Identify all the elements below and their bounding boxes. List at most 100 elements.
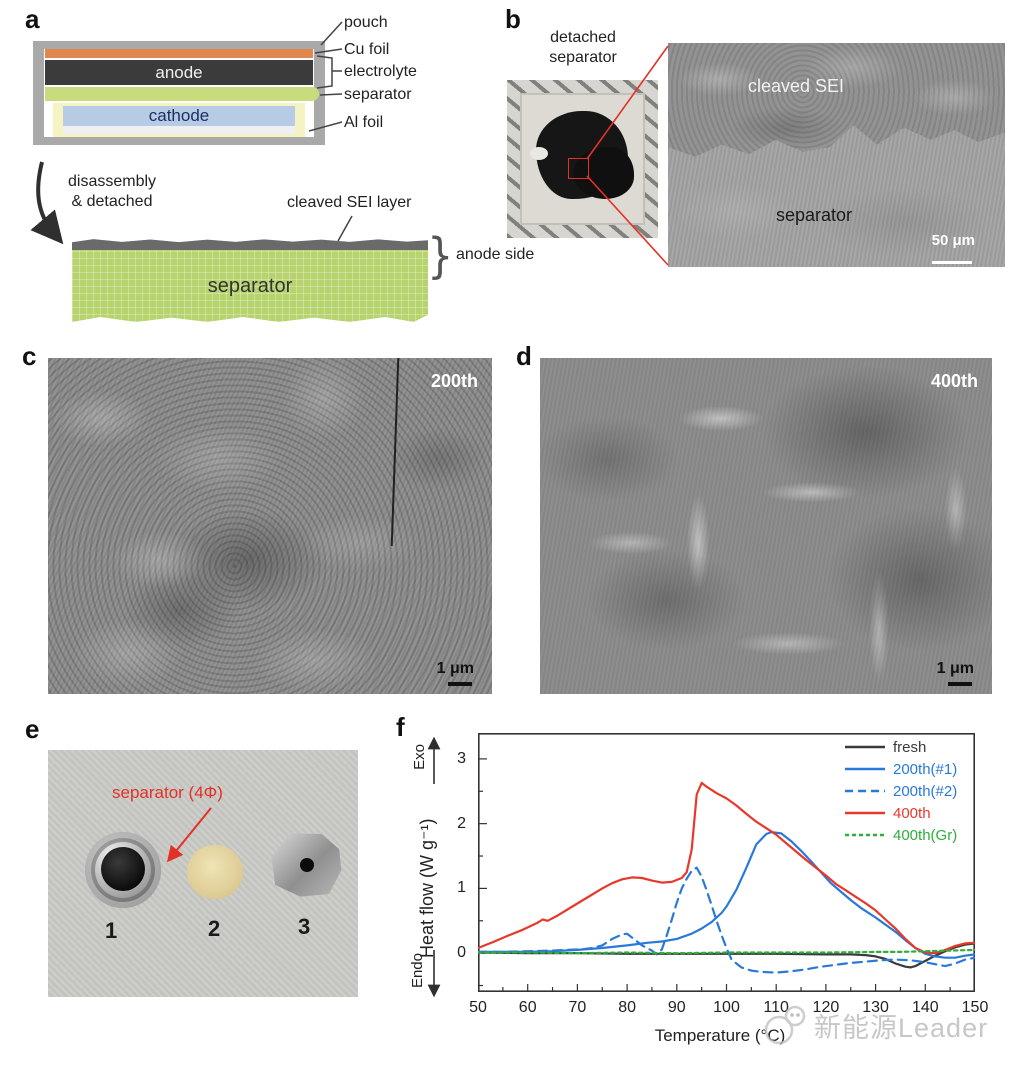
al-foil-bottom — [63, 126, 295, 134]
legend-label: 400th — [893, 804, 931, 822]
scalebar-1um-text-c: 1 μm — [436, 660, 474, 677]
label-separator: separator — [344, 86, 412, 103]
scalebar-1um-text-d: 1 μm — [936, 660, 974, 677]
lid-hole — [300, 858, 314, 872]
crucible-with-separator — [85, 832, 161, 908]
legend-line-sample — [845, 833, 885, 837]
legend-line-sample — [845, 767, 885, 771]
item-number-1: 1 — [105, 918, 118, 943]
panel-f-label: f — [396, 712, 405, 742]
chart-legend: fresh 200th(#1) 200th(#2) 400th 400th(Gr) — [843, 736, 957, 846]
y-tick-3: 3 — [457, 749, 466, 767]
legend-item-400th: 400th — [843, 802, 957, 824]
separator-block-text: separator — [207, 274, 293, 297]
separator-layer — [45, 87, 319, 101]
watermark: 新能源Leader — [762, 1002, 988, 1048]
series-400th — [478, 781, 975, 955]
cu-foil-layer — [45, 49, 313, 58]
anode-layer: anode — [45, 60, 313, 85]
legend-item-200th(#1): 200th(#1) — [843, 758, 957, 780]
cleaved-sei-text: cleaved SEI — [748, 76, 845, 96]
panel-e-label: e — [25, 714, 40, 744]
anode-side-label: anode side — [456, 246, 535, 263]
brace-glyph: } — [427, 228, 454, 284]
scalebar-50um-text: 50 μm — [931, 232, 975, 249]
x-tick-60: 60 — [518, 999, 537, 1016]
pouch-inner: anode cathode — [44, 49, 319, 137]
sem-b-cleaved-region — [668, 43, 1005, 157]
legend-label: 200th(#1) — [893, 760, 958, 778]
x-tick-110: 110 — [763, 999, 789, 1016]
legend-label: fresh — [893, 738, 927, 756]
panel-b-label: b — [505, 4, 521, 34]
cycle-tag-200th: 200th — [430, 371, 478, 391]
series-400th(Gr) — [478, 948, 975, 955]
separator-4phi-annotation: separator (4Φ) — [112, 783, 223, 802]
series-fresh — [478, 942, 975, 969]
separator-disc-yellow — [187, 845, 243, 899]
label-pouch: pouch — [344, 14, 388, 31]
caption-line2: separator — [549, 49, 617, 66]
x-tick-70: 70 — [568, 999, 587, 1016]
legend-line-sample — [845, 745, 885, 749]
x-tick-150: 150 — [961, 999, 989, 1016]
sem-image-d: 400th 1 μm — [540, 358, 992, 694]
cycle-tag-400th: 400th — [930, 371, 978, 391]
item-number-3: 3 — [298, 914, 311, 939]
al-foil-layer: cathode — [53, 103, 305, 137]
y-tick-1: 1 — [457, 879, 466, 897]
panel-c-label: c — [22, 341, 37, 371]
series-200th(#2) — [478, 866, 975, 974]
caption-line1: detached — [550, 29, 616, 46]
series-200th(#1) — [478, 830, 975, 959]
scalebar-50um-bar — [932, 261, 972, 264]
detached-separator-caption: detached separator — [507, 28, 659, 68]
x-tick-100: 100 — [713, 999, 740, 1016]
separator-block: separator — [72, 250, 428, 322]
x-axis-label: Temperature (°C) — [654, 1026, 786, 1045]
legend-item-fresh: fresh — [843, 736, 957, 758]
x-tick-140: 140 — [911, 999, 939, 1016]
cleaved-sei-label: cleaved SEI layer — [287, 194, 412, 211]
legend-item-400th(Gr): 400th(Gr) — [843, 824, 957, 846]
disassembly-line1: disassembly — [67, 173, 157, 190]
disassembly-text: disassembly & detached — [46, 172, 178, 212]
y-tick-2: 2 — [457, 814, 466, 832]
cathode-text: cathode — [148, 106, 210, 125]
legend-label: 200th(#2) — [893, 782, 958, 800]
crucible-photo: separator (4Φ) 1 2 3 — [48, 750, 358, 997]
endo-label: Endo — [409, 953, 426, 989]
y-tick-0: 0 — [457, 944, 466, 962]
dsc-chart — [478, 733, 975, 992]
watermark-text: 新能源Leader — [814, 1012, 989, 1043]
y-axis-label: Heat flow (W g⁻¹) — [417, 818, 437, 958]
zoom-region-box — [568, 158, 589, 179]
crucible-lid — [271, 833, 342, 897]
pouch-cell-schematic: anode cathode — [33, 41, 325, 145]
legend-line-sample — [845, 789, 885, 793]
label-al-foil: Al foil — [344, 114, 384, 131]
separator-text: separator — [776, 205, 853, 225]
x-tick-120: 120 — [812, 999, 840, 1016]
sem-image-c: 200th 1 μm — [48, 358, 492, 694]
sei-layer-strip — [72, 239, 428, 250]
sem-image-b: cleaved SEI separator 50 μm — [668, 43, 1005, 267]
label-cu-foil: Cu foil — [344, 41, 390, 58]
legend-item-200th(#2): 200th(#2) — [843, 780, 957, 802]
x-tick-130: 130 — [862, 999, 889, 1016]
separator-disc-black — [101, 847, 145, 891]
x-tick-50: 50 — [469, 999, 487, 1016]
sem-c-crack — [391, 358, 400, 547]
legend-label: 400th(Gr) — [893, 826, 958, 844]
x-tick-80: 80 — [618, 999, 636, 1016]
cathode-layer: cathode — [63, 106, 295, 126]
anode-text: anode — [155, 63, 203, 82]
panel-d-label: d — [516, 341, 532, 371]
disassembly-line2: & detached — [71, 193, 153, 210]
x-tick-90: 90 — [667, 999, 686, 1016]
watermark-logo-icon — [764, 1005, 806, 1045]
item-number-2: 2 — [208, 916, 221, 941]
scalebar-1um-bar-d — [948, 682, 972, 686]
panel-a-label: a — [25, 4, 40, 34]
